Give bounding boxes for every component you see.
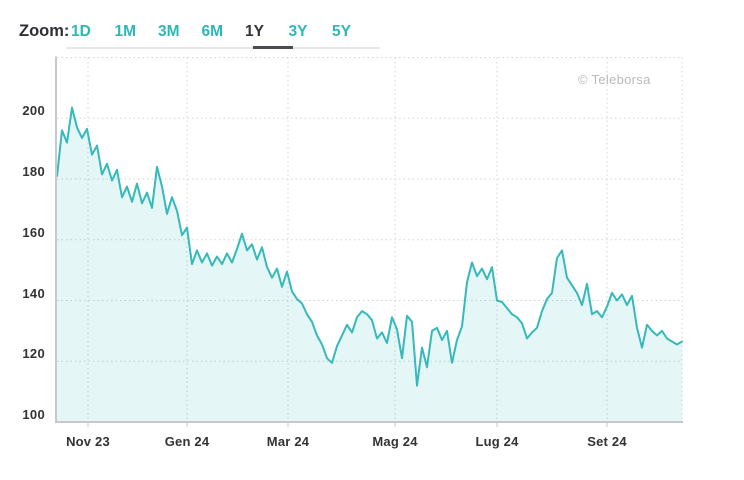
y-axis-label: 100 xyxy=(22,407,45,422)
y-axis-label: 120 xyxy=(22,346,45,362)
x-axis-label: Lug 24 xyxy=(475,434,519,449)
y-axis-label: 200 xyxy=(22,103,45,119)
axis-lines xyxy=(55,56,683,427)
zoom-option-5y[interactable]: 5Y xyxy=(332,22,376,41)
selector-separator xyxy=(66,47,380,49)
x-axis-label: Mar 24 xyxy=(266,434,310,449)
price-line xyxy=(56,106,683,387)
y-axis-label: 180 xyxy=(22,164,45,179)
zoom-option-6m[interactable]: 6M xyxy=(202,22,246,41)
y-axis-label: 160 xyxy=(22,224,45,240)
zoom-range-selector: Zoom: 1D 1M 3M 6M 1Y 3Y 5Y xyxy=(0,0,744,52)
zoom-option-3m[interactable]: 3M xyxy=(158,22,202,41)
x-axis-label: Set 24 xyxy=(587,434,627,449)
teleborsa-watermark[interactable]: © Teleborsa xyxy=(578,72,651,87)
price-area xyxy=(57,107,682,421)
zoom-label: Zoom: xyxy=(19,22,70,40)
gridlines xyxy=(57,57,683,422)
zoom-option-3y[interactable]: 3Y xyxy=(289,22,333,41)
zoom-options: 1D 1M 3M 6M 1Y 3Y 5Y xyxy=(71,22,376,41)
zoom-option-1m[interactable]: 1M xyxy=(115,22,159,41)
x-axis-label: Nov 23 xyxy=(66,434,110,449)
x-axis-label: Mag 24 xyxy=(372,434,418,449)
active-range-underline xyxy=(253,46,293,49)
plot-area[interactable] xyxy=(57,57,682,422)
x-axis-label: Gen 24 xyxy=(164,434,210,449)
y-axis-label: 140 xyxy=(22,285,45,301)
zoom-option-1y[interactable]: 1Y xyxy=(245,22,289,41)
zoom-option-1d[interactable]: 1D xyxy=(71,22,115,41)
